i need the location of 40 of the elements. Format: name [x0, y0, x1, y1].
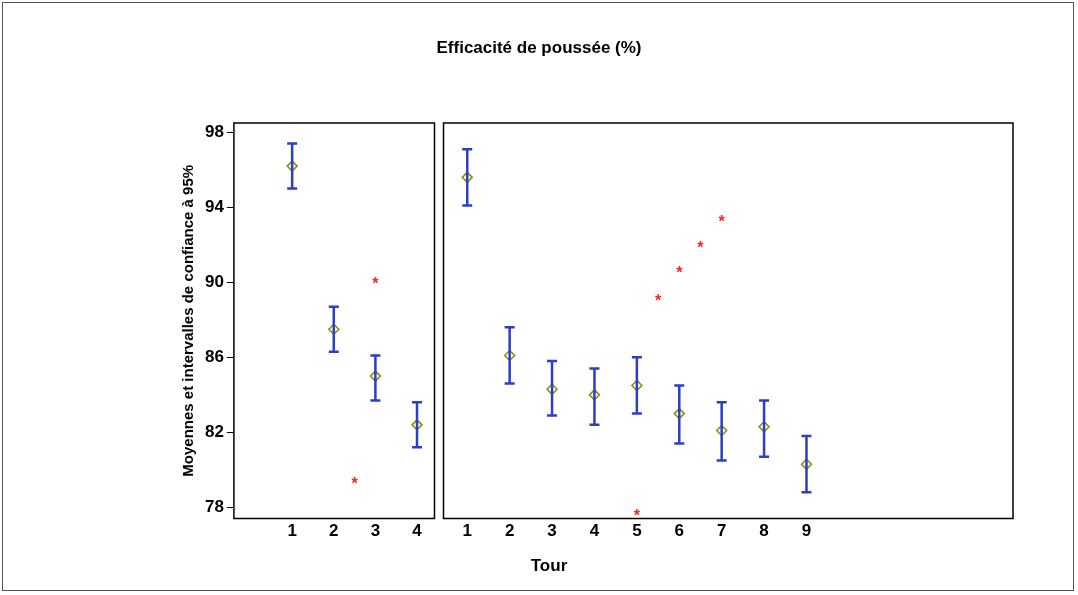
y-tick-label: 82	[204, 422, 224, 442]
y-tick-label: 78	[204, 497, 224, 517]
x-tick-label: 1	[287, 521, 297, 541]
point	[369, 370, 382, 382]
x-tick-label: 9	[801, 521, 812, 541]
point	[461, 171, 473, 184]
annotation: *	[372, 274, 380, 292]
point	[328, 323, 340, 335]
x-tick-label: 8	[759, 521, 769, 541]
x-tick-label: 2	[504, 521, 515, 541]
x-tick-label: 6	[674, 521, 685, 541]
point	[631, 379, 643, 392]
y-tick-label: 86	[204, 347, 224, 367]
x-tick-label: 7	[716, 521, 727, 541]
y-tick-label: 98	[204, 122, 224, 142]
x-tick-label: 3	[547, 521, 557, 541]
x-tick-label: 4	[412, 521, 423, 541]
point	[715, 424, 728, 437]
x-tick-label: 1	[462, 521, 472, 541]
y-axis-title: Moyennes et intervalles de confiance à 95%	[179, 164, 197, 477]
annotation: *	[676, 263, 684, 281]
point	[503, 349, 516, 362]
point	[673, 407, 686, 420]
point	[588, 389, 601, 401]
x-tick-label: 4	[589, 521, 600, 541]
y-tick-label: 94	[204, 197, 225, 217]
annotation: *	[654, 291, 662, 309]
y-tick-label: 90	[204, 272, 224, 292]
x-tick-label: 2	[329, 521, 339, 541]
point	[411, 419, 423, 431]
chart-title: Efficacité de poussée (%)	[436, 38, 642, 58]
annotation: *	[697, 239, 705, 257]
point	[800, 458, 813, 470]
point	[546, 383, 558, 395]
x-axis-title: Tour	[530, 556, 568, 576]
annotation: *	[351, 475, 359, 493]
point	[286, 160, 298, 172]
x-tick-label: 3	[370, 521, 381, 541]
point	[758, 420, 770, 433]
annotation: *	[718, 213, 726, 231]
